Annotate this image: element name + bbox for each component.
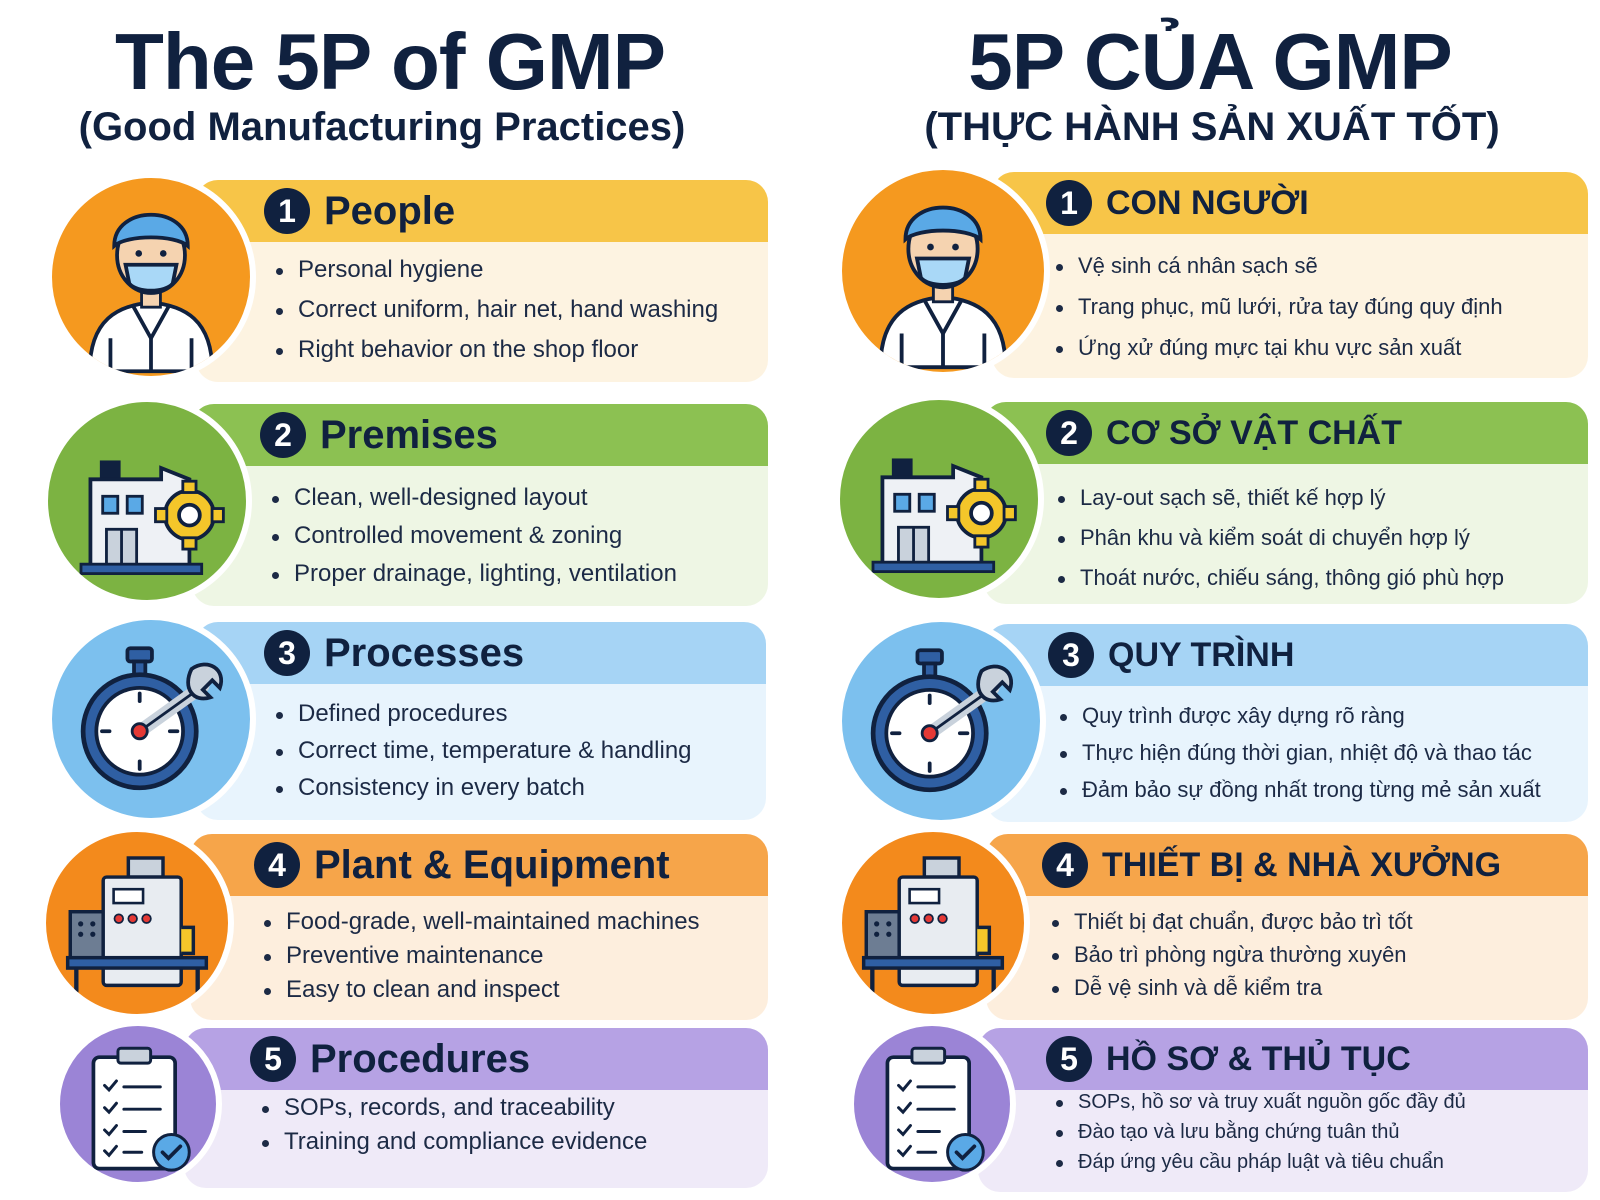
number-badge: 1 (264, 188, 310, 234)
section-title: People (324, 188, 456, 233)
list-item: Bảo trì phòng ngừa thường xuyên (1050, 943, 1413, 967)
machine-icon (40, 826, 234, 1020)
list-item: Preventive maintenance (262, 944, 700, 968)
bullet-list: Vệ sinh cá nhân sạch sẽ Trang phục, mũ l… (1054, 254, 1503, 360)
list-item: Controlled movement & zoning (270, 524, 677, 548)
bullet-list: Quy trình được xây dựng rõ ràng Thực hiệ… (1058, 704, 1541, 802)
number-badge: 3 (264, 630, 310, 676)
list-item: SOPs, records, and traceability (260, 1096, 647, 1120)
number-badge: 1 (1046, 180, 1092, 226)
section-heading: 2 CƠ SỞ VẬT CHẤT (1046, 406, 1402, 460)
card-processes: 3 QUY TRÌNH Quy trình được xây dựng rõ r… (836, 616, 1588, 826)
list-item: Thiết bị đạt chuẩn, được bảo trì tốt (1050, 910, 1413, 934)
bullet-list: Clean, well-designed layout Controlled m… (270, 486, 677, 586)
section-heading: 2 Premises (260, 408, 498, 462)
worker-icon (46, 172, 256, 382)
list-item: Thực hiện đúng thời gian, nhiệt độ và th… (1058, 741, 1541, 765)
section-title: Processes (324, 630, 525, 675)
list-item: Đáp ứng yêu cầu pháp luật và tiêu chuẩn (1054, 1150, 1466, 1174)
list-item: Đảm bảo sự đồng nhất trong từng mẻ sản x… (1058, 778, 1541, 802)
section-title: Premises (320, 412, 498, 457)
machine-icon (836, 826, 1030, 1020)
section-title: Procedures (310, 1036, 531, 1081)
bullet-list: SOPs, records, and traceability Training… (260, 1096, 647, 1154)
list-item: Clean, well-designed layout (270, 486, 677, 510)
stopwatch-wrench-icon (836, 616, 1046, 826)
worker-icon (836, 164, 1050, 378)
list-item: Food-grade, well-maintained machines (262, 910, 700, 934)
card-premises: 2 Premises Clean, well-designed layout C… (42, 396, 768, 606)
section-title: THIẾT BỊ & NHÀ XƯỞNG (1102, 845, 1502, 884)
number-badge: 3 (1048, 632, 1094, 678)
section-title: CƠ SỞ VẬT CHẤT (1106, 413, 1403, 452)
list-item: Consistency in every batch (274, 776, 692, 800)
list-item: Correct time, temperature & handling (274, 739, 692, 763)
card-people: 1 People Personal hygiene Correct unifor… (46, 172, 768, 382)
section-title: CON NGƯỜI (1106, 183, 1309, 222)
bullet-list: Food-grade, well-maintained machines Pre… (262, 910, 700, 1002)
card-plant-equipment: 4 Plant & Equipment Food-grade, well-mai… (40, 826, 768, 1020)
list-item: Đào tạo và lưu bằng chứng tuân thủ (1054, 1120, 1466, 1144)
section-heading: 5 HỒ SƠ & THỦ TỤC (1046, 1032, 1411, 1086)
bullet-list: SOPs, hồ sơ và truy xuất nguồn gốc đầy đ… (1054, 1090, 1466, 1174)
section-heading: 3 QUY TRÌNH (1048, 628, 1294, 682)
section-heading: 4 Plant & Equipment (254, 838, 670, 892)
bullet-list: Thiết bị đạt chuẩn, được bảo trì tốt Bảo… (1050, 910, 1413, 1000)
bullet-list: Lay-out sạch sẽ, thiết kế hợp lý Phân kh… (1056, 486, 1504, 590)
list-item: Defined procedures (274, 702, 692, 726)
factory-gear-icon (834, 394, 1044, 604)
section-heading: 5 Procedures (250, 1032, 530, 1086)
list-item: Lay-out sạch sẽ, thiết kế hợp lý (1056, 486, 1504, 510)
card-premises: 2 CƠ SỞ VẬT CHẤT Lay-out sạch sẽ, thiết … (834, 394, 1588, 604)
bullet-list: Defined procedures Correct time, tempera… (274, 702, 692, 800)
list-item: Vệ sinh cá nhân sạch sẽ (1054, 254, 1503, 278)
list-item: Thoát nước, chiếu sáng, thông gió phù hợ… (1056, 566, 1504, 590)
stopwatch-wrench-icon (46, 614, 256, 824)
card-procedures: 5 Procedures SOPs, records, and traceabi… (54, 1020, 768, 1188)
number-badge: 2 (1046, 410, 1092, 456)
english-column: The 5P of GMP (Good Manufacturing Practi… (40, 17, 768, 1188)
card-procedures: 5 HỒ SƠ & THỦ TỤC SOPs, hồ sơ và truy xu… (848, 1020, 1588, 1192)
list-item: Dễ vệ sinh và dễ kiểm tra (1050, 976, 1413, 1000)
section-heading: 1 People (264, 184, 455, 238)
number-badge: 5 (1046, 1036, 1092, 1082)
list-item: SOPs, hồ sơ và truy xuất nguồn gốc đầy đ… (1054, 1090, 1466, 1114)
bullet-list: Personal hygiene Correct uniform, hair n… (274, 258, 718, 362)
list-item: Trang phục, mũ lưới, rửa tay đúng quy đị… (1054, 295, 1503, 319)
factory-gear-icon (42, 396, 252, 606)
list-item: Phân khu và kiểm soát di chuyển hợp lý (1056, 526, 1504, 550)
clipboard-check-icon (848, 1020, 1016, 1188)
list-item: Proper drainage, lighting, ventilation (270, 562, 677, 586)
list-item: Right behavior on the shop floor (274, 338, 718, 362)
list-item: Training and compliance evidence (260, 1130, 647, 1154)
number-badge: 4 (254, 842, 300, 888)
section-title: QUY TRÌNH (1108, 635, 1295, 674)
card-processes: 3 Processes Defined procedures Correct t… (46, 614, 766, 824)
section-heading: 1 CON NGƯỜI (1046, 176, 1309, 230)
number-badge: 2 (260, 412, 306, 458)
page-subtitle: (Good Manufacturing Practices) (78, 105, 686, 149)
card-plant-equipment: 4 THIẾT BỊ & NHÀ XƯỞNG Thiết bị đạt chuẩ… (836, 826, 1588, 1020)
section-heading: 4 THIẾT BỊ & NHÀ XƯỞNG (1042, 838, 1501, 892)
list-item: Easy to clean and inspect (262, 978, 700, 1002)
page-title: 5P CỦA GMP (968, 17, 1452, 106)
page-subtitle: (THỰC HÀNH SẢN XUẤT TỐT) (924, 105, 1500, 149)
section-heading: 3 Processes (264, 626, 524, 680)
vietnamese-column: 5P CỦA GMP (THỰC HÀNH SẢN XUẤT TỐT) 1 CO… (800, 0, 1600, 1200)
number-badge: 4 (1042, 842, 1088, 888)
section-title: HỒ SƠ & THỦ TỤC (1106, 1039, 1411, 1078)
clipboard-check-icon (54, 1020, 222, 1188)
list-item: Personal hygiene (274, 258, 718, 282)
section-title: Plant & Equipment (314, 842, 670, 887)
list-item: Ứng xử đúng mực tại khu vực sản xuất (1054, 336, 1503, 360)
card-people: 1 CON NGƯỜI Vệ sinh cá nhân sạch sẽ Tran… (836, 164, 1588, 378)
list-item: Correct uniform, hair net, hand washing (274, 298, 718, 322)
list-item: Quy trình được xây dựng rõ ràng (1058, 704, 1541, 728)
page-title: The 5P of GMP (114, 17, 666, 106)
number-badge: 5 (250, 1036, 296, 1082)
